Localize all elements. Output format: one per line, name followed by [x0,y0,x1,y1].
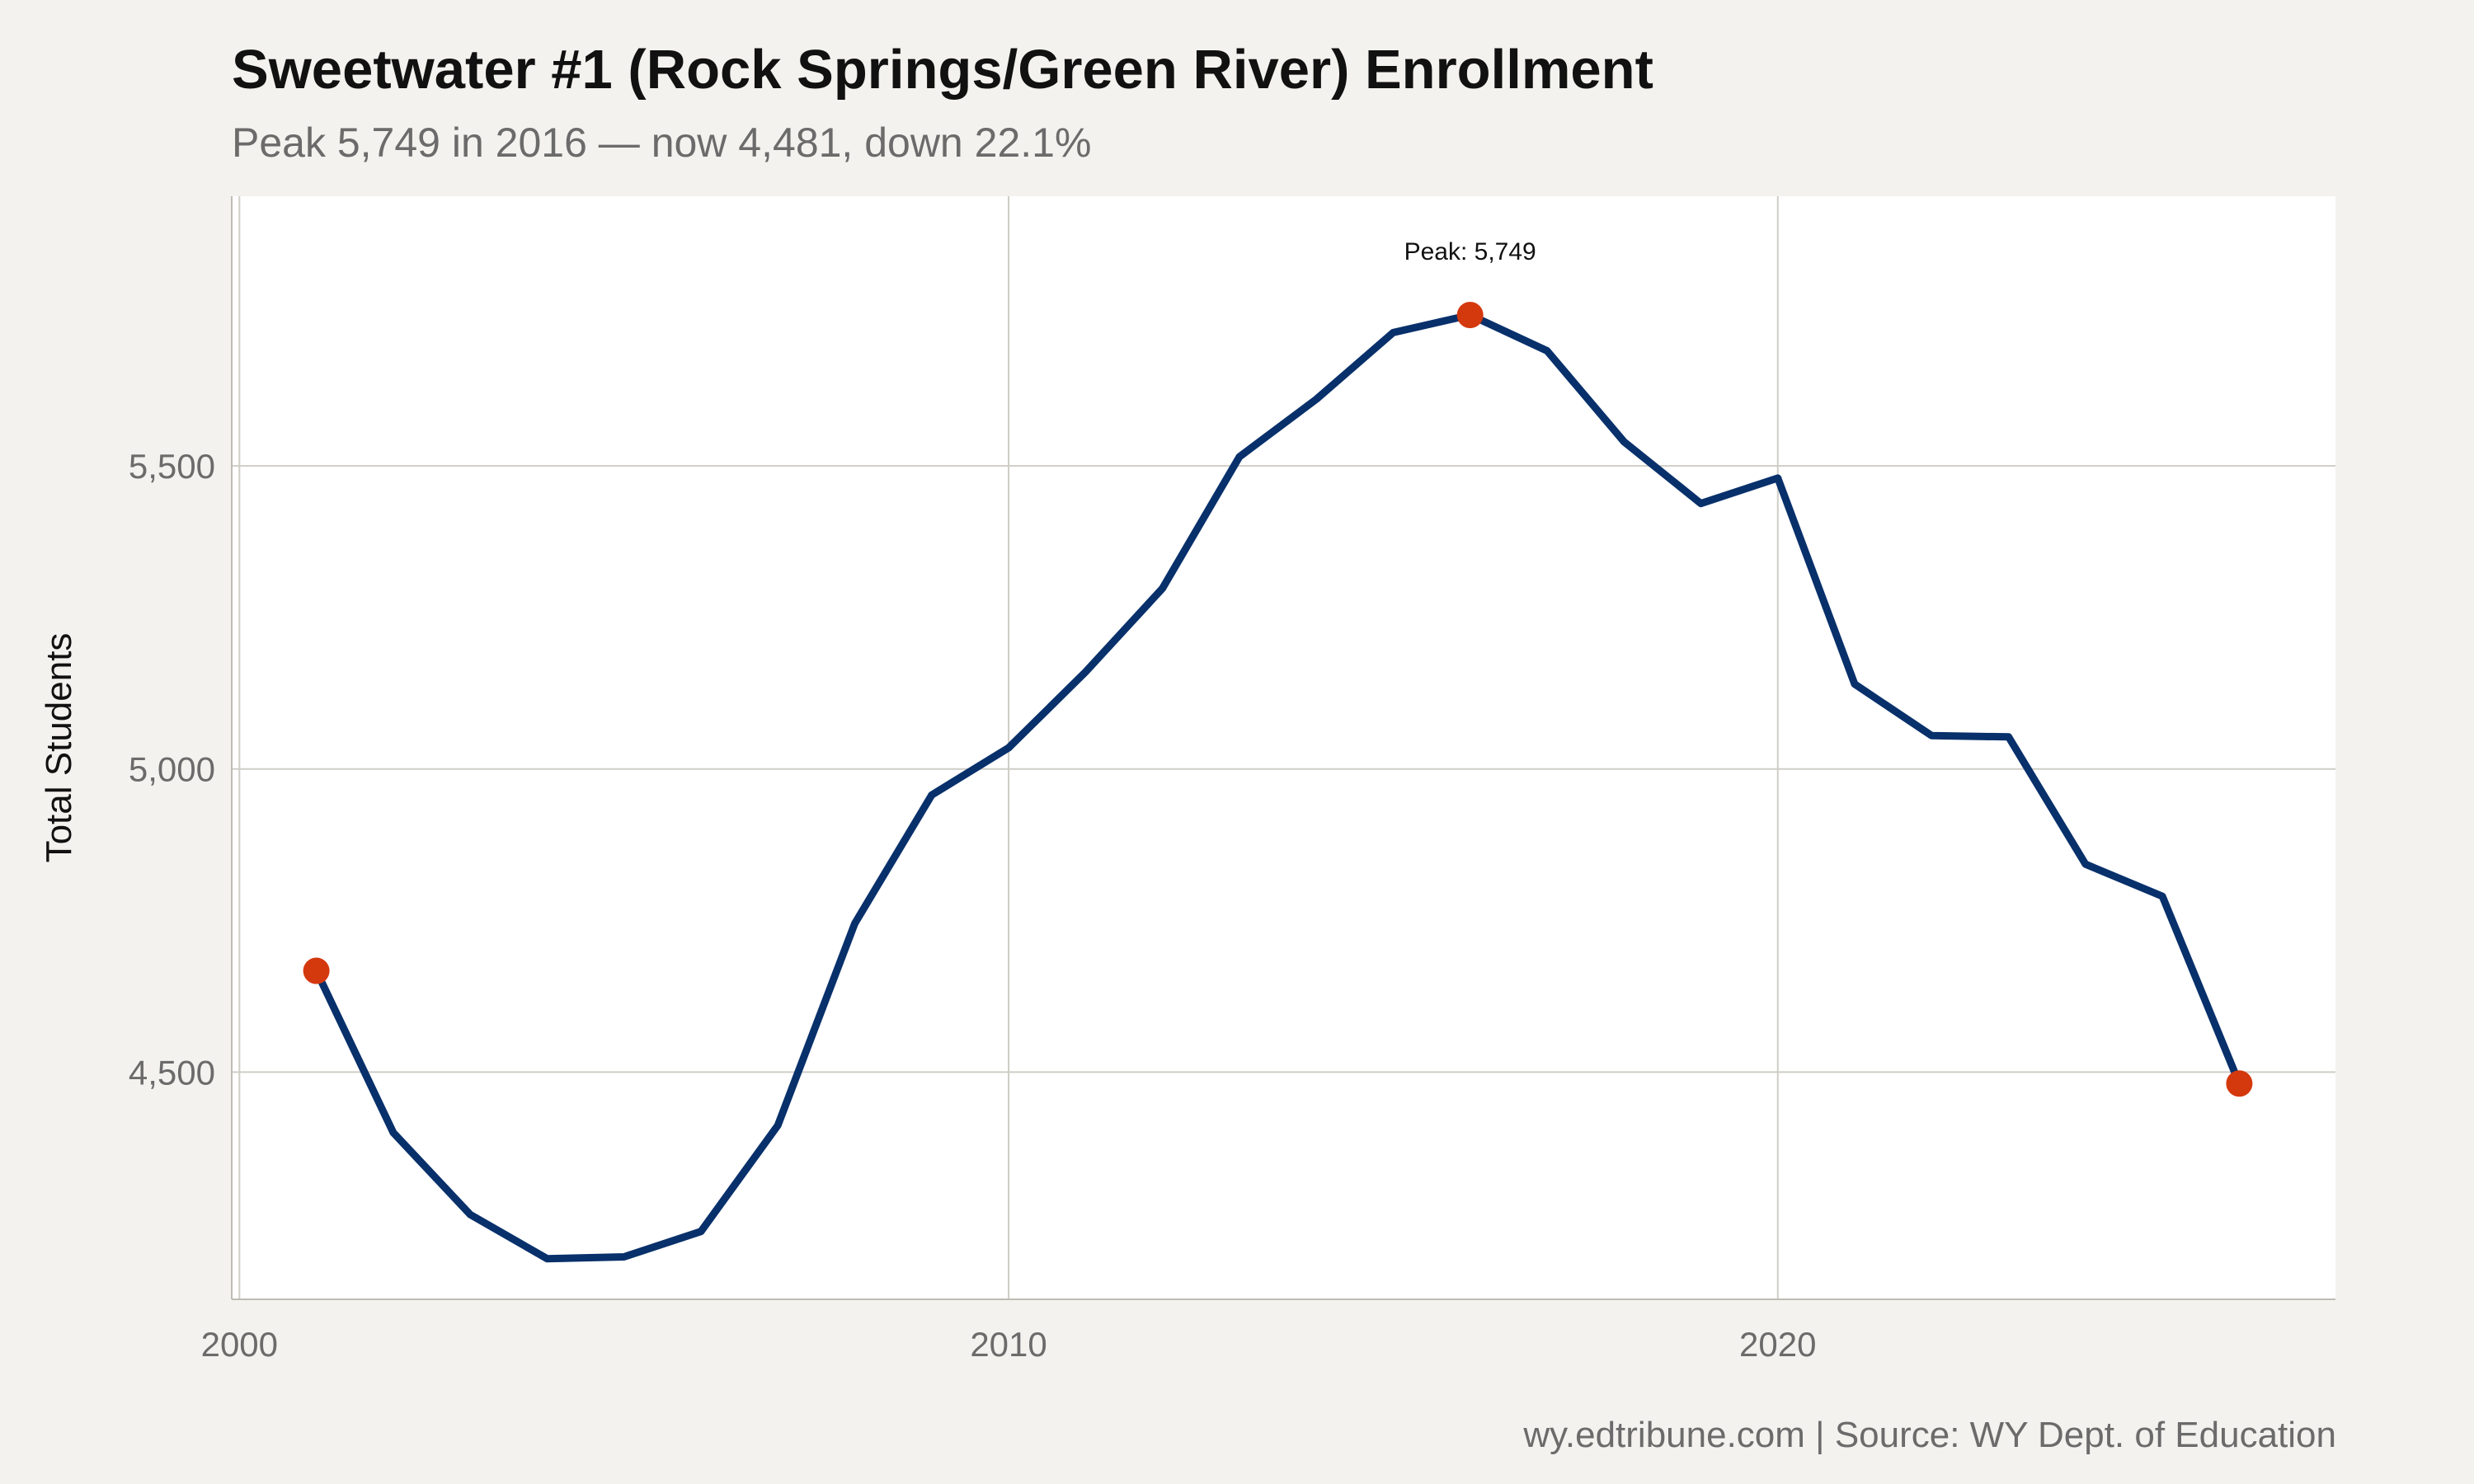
gridlines [232,196,2335,1299]
highlight-markers [303,302,2253,1097]
series-layer [313,311,2243,1263]
highlight-point-2001 [303,957,330,984]
x-tick-label-2010: 2010 [970,1325,1047,1364]
x-tick-label-2020: 2020 [1739,1325,1816,1364]
chart-subtitle: Peak 5,749 in 2016 — now 4,481, down 22.… [232,120,1092,166]
highlight-point-2026 [2226,1070,2253,1097]
chart-title: Sweetwater #1 (Rock Springs/Green River)… [232,39,1653,101]
x-tick-label-2000: 2000 [201,1325,278,1364]
y-tick-label-4500: 4,500 [129,1053,215,1092]
plot-background [232,196,2335,1299]
annotations: Peak: 5,749 [1404,238,1536,265]
highlight-point-2016 [1456,302,1484,329]
annotation-label-0: Peak: 5,749 [1404,238,1536,265]
series-line-0 [313,311,2243,1263]
chart-caption: wy.edtribune.com | Source: WY Dept. of E… [1523,1415,2336,1455]
y-tick-label-5000: 5,000 [129,750,215,789]
axes [231,196,2335,1300]
tick-labels: 2000 2010 2020 4,500 5,000 5,500 [129,447,1817,1364]
y-tick-label-5500: 5,500 [129,447,215,486]
y-axis-title: Total Students [39,633,79,863]
